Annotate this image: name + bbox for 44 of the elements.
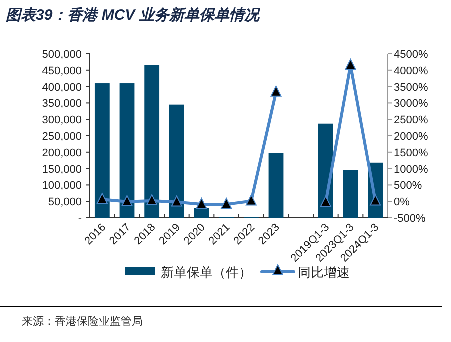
y-tick-label: 150,000 [42, 164, 82, 176]
point [320, 196, 332, 208]
y-tick-label: 500,000 [42, 49, 82, 61]
y-tick-label: 50,000 [48, 196, 82, 209]
y-tick-label: 100,000 [42, 180, 82, 192]
legend-label: 新单保单（件） [161, 265, 252, 280]
source-note: 来源：香港保险业监管局 [22, 315, 143, 328]
y-tick-label: - [78, 213, 82, 225]
y-tick-label: 300,000 [42, 114, 82, 127]
y-tick-label: 350,000 [42, 98, 82, 110]
y2-tick-label: 500% [394, 180, 422, 192]
bar [169, 104, 184, 218]
legend-label: 同比增速 [298, 265, 350, 280]
bar [343, 170, 358, 218]
y2-tick-label: 2500% [394, 114, 428, 127]
y2-tick-label: 4500% [394, 49, 428, 61]
bar [144, 65, 160, 218]
bar [268, 153, 284, 218]
point [171, 196, 182, 207]
point [146, 194, 158, 206]
y-tick-label: 400,000 [42, 82, 82, 94]
y-tick-label: 450,000 [42, 65, 82, 78]
chart-title: 图表39：香港 MCV 业务新单保单情况 [6, 6, 262, 24]
point [370, 194, 382, 206]
y2-tick-label: 1000% [394, 164, 428, 176]
y2-tick-label: -500% [394, 213, 426, 225]
y2-tick-label: 2000% [394, 131, 428, 143]
bar [94, 84, 110, 218]
y-tick-label: 200,000 [42, 147, 82, 160]
point [122, 195, 133, 206]
bar [120, 84, 135, 218]
point [221, 198, 232, 210]
y2-tick-label: 3000% [394, 98, 428, 110]
y2-tick-label: 3500% [394, 82, 428, 94]
point [196, 198, 208, 210]
y2-tick-label: 1500% [394, 147, 428, 160]
y2-tick-label: 0% [394, 196, 410, 209]
y2-tick-label: 4000% [394, 65, 428, 78]
bar [194, 208, 210, 218]
point [246, 194, 257, 206]
point [96, 193, 108, 204]
y-tick-label: 250,000 [42, 131, 82, 143]
point [270, 86, 282, 97]
point [345, 58, 356, 70]
